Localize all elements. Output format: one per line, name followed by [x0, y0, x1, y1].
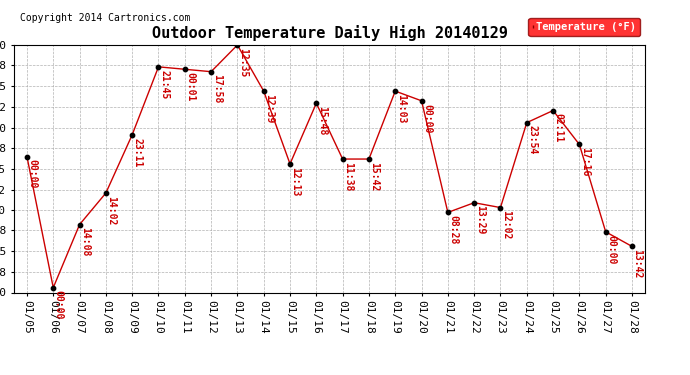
Text: 08:28: 08:28: [448, 215, 458, 244]
Text: 14:08: 14:08: [80, 227, 90, 257]
Point: [548, 108, 559, 114]
Point: [574, 141, 585, 147]
Text: 23:11: 23:11: [132, 138, 143, 167]
Text: 12:39: 12:39: [264, 94, 274, 123]
Text: 00:00: 00:00: [607, 235, 616, 264]
Point: [627, 243, 638, 249]
Text: 14:02: 14:02: [106, 196, 117, 225]
Text: 02:11: 02:11: [553, 113, 564, 142]
Point: [179, 66, 190, 72]
Point: [469, 200, 480, 206]
Text: 14:03: 14:03: [396, 94, 406, 123]
Text: 23:54: 23:54: [527, 125, 538, 155]
Text: 00:00: 00:00: [28, 159, 37, 189]
Point: [206, 69, 217, 75]
Title: Outdoor Temperature Daily High 20140129: Outdoor Temperature Daily High 20140129: [152, 25, 507, 41]
Point: [442, 209, 453, 215]
Text: 11:38: 11:38: [343, 162, 353, 191]
Text: 17:58: 17:58: [212, 75, 221, 104]
Point: [337, 156, 348, 162]
Point: [127, 132, 138, 138]
Point: [100, 190, 111, 196]
Text: 00:01: 00:01: [186, 72, 195, 101]
Point: [521, 120, 532, 126]
Text: 00:00: 00:00: [54, 290, 63, 320]
Point: [416, 98, 427, 104]
Legend: Temperature (°F): Temperature (°F): [529, 18, 640, 36]
Point: [390, 88, 401, 94]
Text: 13:42: 13:42: [633, 249, 642, 279]
Text: 15:48: 15:48: [317, 106, 327, 135]
Point: [74, 222, 85, 228]
Point: [364, 156, 375, 162]
Text: 15:42: 15:42: [369, 162, 380, 191]
Point: [232, 42, 243, 48]
Point: [310, 100, 322, 106]
Point: [21, 154, 32, 160]
Point: [495, 205, 506, 211]
Text: 12:02: 12:02: [501, 210, 511, 240]
Text: 21:45: 21:45: [159, 70, 169, 99]
Point: [48, 285, 59, 291]
Text: Copyright 2014 Cartronics.com: Copyright 2014 Cartronics.com: [20, 13, 190, 23]
Point: [258, 88, 269, 94]
Text: 12:13: 12:13: [290, 166, 301, 196]
Text: 13:29: 13:29: [475, 206, 484, 235]
Point: [600, 229, 611, 235]
Point: [153, 64, 164, 70]
Point: [284, 161, 295, 167]
Text: 00:00: 00:00: [422, 104, 432, 133]
Text: 12:35: 12:35: [238, 48, 248, 77]
Text: 17:16: 17:16: [580, 147, 590, 177]
